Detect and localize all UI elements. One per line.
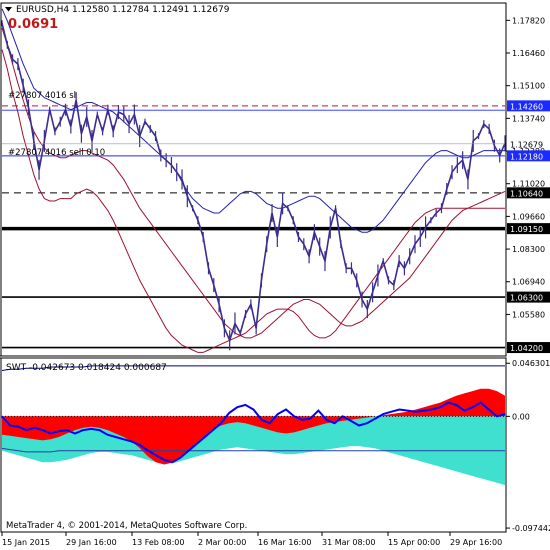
tag-level-1-text: 1.14260 bbox=[510, 102, 543, 111]
swt-y-tick-label: 0.046301 bbox=[512, 359, 550, 368]
x-tick-label: 13 Feb 08:00 bbox=[132, 538, 184, 547]
tag-level-3-text: 1.10640 bbox=[510, 189, 543, 198]
swt-y-tick-label: 0.00 bbox=[512, 412, 530, 421]
tag-level-6 bbox=[507, 342, 550, 354]
tag-level-5 bbox=[507, 291, 550, 303]
swt-readout: SWT -0.042673 0.018424 0.000687 bbox=[6, 363, 167, 373]
x-tick-label: 29 Apr 16:00 bbox=[450, 538, 502, 547]
band-line-1 bbox=[1, 8, 505, 233]
y-tick-label: 1.13740 bbox=[512, 114, 545, 123]
x-tick-label: 29 Jan 16:00 bbox=[66, 538, 117, 547]
swt-lines bbox=[1, 365, 506, 464]
order-sl-label: #27807 4016 sl bbox=[8, 91, 76, 101]
swt-signal-line bbox=[1, 401, 506, 464]
price-series bbox=[1, 20, 506, 351]
x-tick-label: 15 Apr 00:00 bbox=[388, 538, 440, 547]
tag-level-4 bbox=[507, 223, 550, 235]
swt-panel[interactable] bbox=[1, 365, 506, 486]
y-tick-label: 1.17820 bbox=[512, 16, 545, 25]
swt-y-axis: 0.046301 0.00 -0.097442 bbox=[506, 359, 550, 533]
level-lines bbox=[2, 105, 505, 349]
x-axis: 15 Jan 2015 29 Jan 16:00 13 Feb 08:00 2 Mar… bbox=[1, 532, 502, 547]
main-panel[interactable] bbox=[1, 8, 506, 353]
collapse-arrow-icon[interactable] bbox=[5, 7, 12, 12]
price-tags: 1.14260 1.12679 1.12180 1.10640 1.09150 1.063… bbox=[2, 100, 550, 354]
tag-level-6-text: 1.04200 bbox=[510, 344, 543, 353]
y-tick-label: 1.08300 bbox=[512, 245, 545, 254]
symbol-line: EURUSD,H4 1.12580 1.12784 1.12491 1.1267… bbox=[16, 5, 230, 15]
envelope-bands bbox=[1, 8, 506, 353]
tag-level-5-text: 1.06300 bbox=[510, 294, 543, 303]
x-tick-label: 16 Mar 16:00 bbox=[258, 538, 311, 547]
band-line-3 bbox=[1, 49, 505, 353]
swt-upper-line bbox=[1, 365, 505, 371]
y-tick-label: 1.05580 bbox=[512, 310, 545, 319]
tag-level-1 bbox=[507, 100, 550, 112]
y-tick-label: 1.11020 bbox=[512, 180, 545, 189]
spread-value: 0.0691 bbox=[8, 17, 58, 32]
symbol-header: EURUSD,H4 1.12580 1.12784 1.12491 1.1267… bbox=[5, 5, 230, 15]
x-tick-label: 31 Mar 08:00 bbox=[322, 538, 375, 547]
swt-y-tick-label: -0.097442 bbox=[512, 524, 550, 533]
swt-red-area bbox=[2, 388, 505, 465]
indicator-frame bbox=[0, 357, 507, 533]
y-tick-label: 1.06940 bbox=[512, 278, 545, 287]
y-tick-label: 1.16460 bbox=[512, 49, 545, 58]
tag-level-2-text: 1.12180 bbox=[510, 152, 543, 161]
current-price-text: 1.12679 bbox=[510, 140, 543, 149]
main-frame bbox=[0, 2, 507, 357]
swt-histograms bbox=[2, 388, 505, 486]
band-line-2 bbox=[1, 27, 506, 339]
order-sell-label: #27807 4016 sell 0.10 bbox=[8, 148, 105, 158]
tag-level-4-text: 1.09150 bbox=[510, 225, 543, 234]
x-tick-label: 15 Jan 2015 bbox=[2, 538, 50, 547]
y-tick-label: 1.09660 bbox=[512, 212, 545, 221]
x-tick-label: 2 Mar 00:00 bbox=[198, 538, 246, 547]
y-tick-label: 1.15100 bbox=[512, 82, 545, 91]
swt-mid-line bbox=[1, 447, 505, 453]
copyright-text: MetaTrader 4, © 2001-2014, MetaQuotes So… bbox=[6, 521, 247, 531]
tag-level-3 bbox=[507, 187, 550, 199]
price-line bbox=[1, 23, 506, 343]
tag-level-2 bbox=[507, 150, 550, 162]
